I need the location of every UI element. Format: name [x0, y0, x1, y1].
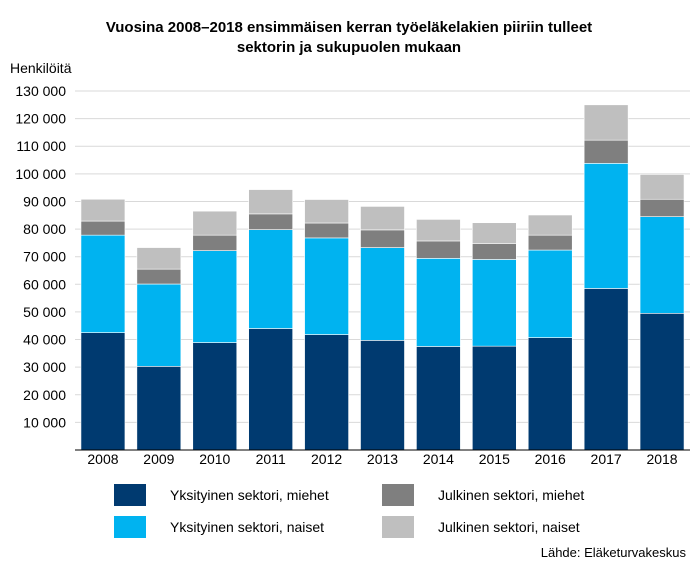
legend-swatch-public-men [382, 484, 414, 506]
y-tick-label: 80 000 [23, 221, 66, 237]
x-tick-label: 2012 [311, 451, 342, 467]
bar-segment [639, 174, 685, 200]
bar-segment [304, 199, 349, 224]
bar-segment [639, 198, 685, 217]
bar-segment [472, 345, 517, 451]
bar-segment [639, 216, 685, 314]
bar-segment [583, 104, 629, 141]
y-tick-label: 50 000 [23, 304, 66, 320]
bar-segment [80, 198, 126, 222]
y-tick-label: 120 000 [15, 111, 66, 127]
bar-segment [80, 332, 126, 451]
bar-segment [136, 366, 182, 451]
y-axis-label: Henkilöitä [10, 60, 72, 76]
legend-swatch-private-men [114, 484, 146, 506]
bar-segment [416, 346, 461, 451]
bar-segment [472, 222, 517, 244]
bar-segment [248, 328, 293, 451]
legend-label-private-women: Yksityinen sektori, naiset [170, 519, 325, 535]
x-tick-label: 2017 [591, 451, 622, 467]
bar-segment [360, 206, 405, 231]
bar-segment [527, 234, 573, 251]
bar-segment [527, 214, 573, 236]
y-tick-label: 110 000 [16, 138, 66, 154]
y-tick-label: 10 000 [23, 414, 66, 430]
x-tick-label: 2010 [199, 451, 230, 467]
bar-segment [583, 139, 629, 164]
bar-segment [304, 237, 349, 335]
y-tick-label: 90 000 [23, 193, 66, 209]
bar-segment [527, 337, 573, 451]
chart-title-line2: sektorin ja sukupuolen mukaan [236, 39, 462, 56]
bar-segment [136, 268, 182, 285]
bar-segment [192, 342, 238, 451]
legend-label-private-men: Yksityinen sektori, miehet [170, 487, 329, 503]
bar-segment [304, 334, 349, 451]
x-tick-label: 2011 [256, 451, 286, 467]
legend-swatch-private-women [114, 516, 146, 538]
bar-segment [472, 259, 517, 347]
y-tick-label: 20 000 [23, 387, 66, 403]
x-tick-label: 2018 [646, 451, 677, 467]
legend-label-public-women: Julkinen sektori, naiset [438, 519, 580, 535]
bar-segment [416, 258, 461, 347]
bar-segment [360, 229, 405, 248]
bar-segment [472, 243, 517, 260]
bar-segment [583, 288, 629, 451]
bar-segment [192, 234, 238, 251]
source-note: Lähde: Eläketurvakeskus [540, 545, 686, 560]
chart-title-line1: Vuosina 2008–2018 ensimmäisen kerran työ… [105, 19, 593, 36]
bar-segment [360, 340, 405, 451]
x-tick-label: 2009 [143, 451, 174, 467]
x-tick-label: 2013 [367, 451, 398, 467]
y-tick-label: 100 000 [15, 166, 66, 182]
x-tick-label: 2008 [87, 451, 118, 467]
legend-item-private-men: Yksityinen sektori, miehet [114, 484, 329, 506]
bar-segment [192, 250, 238, 343]
y-tick-label: 30 000 [23, 359, 66, 375]
bar-segment [136, 283, 182, 367]
bar-segment [416, 219, 461, 242]
legend-item-private-women: Yksityinen sektori, naiset [114, 516, 324, 538]
x-tick-label: 2016 [535, 451, 566, 467]
bar-segment [527, 249, 573, 338]
y-tick-label: 60 000 [23, 276, 66, 292]
bar-segment [80, 234, 126, 333]
bar-segment [360, 247, 405, 341]
legend-item-public-women: Julkinen sektori, naiset [382, 516, 580, 538]
bar-segment [416, 240, 461, 259]
bar-segment [304, 222, 349, 239]
bar-segment [639, 313, 685, 451]
bar-segment [248, 213, 293, 230]
bar-segment [583, 163, 629, 289]
legend-swatch-public-women [382, 516, 414, 538]
y-tick-label: 40 000 [23, 332, 66, 348]
y-tick-label: 70 000 [23, 249, 66, 265]
x-tick-label: 2015 [479, 451, 510, 467]
y-tick-label: 130 000 [15, 83, 66, 99]
legend-label-public-men: Julkinen sektori, miehet [438, 487, 585, 503]
legend-item-public-men: Julkinen sektori, miehet [382, 484, 584, 506]
bar-segment [248, 229, 293, 329]
x-tick-label: 2014 [423, 451, 454, 467]
bar-segment [248, 189, 293, 215]
bar-segment [80, 220, 126, 236]
bar-segment [192, 210, 238, 236]
bar-segment [136, 247, 182, 270]
